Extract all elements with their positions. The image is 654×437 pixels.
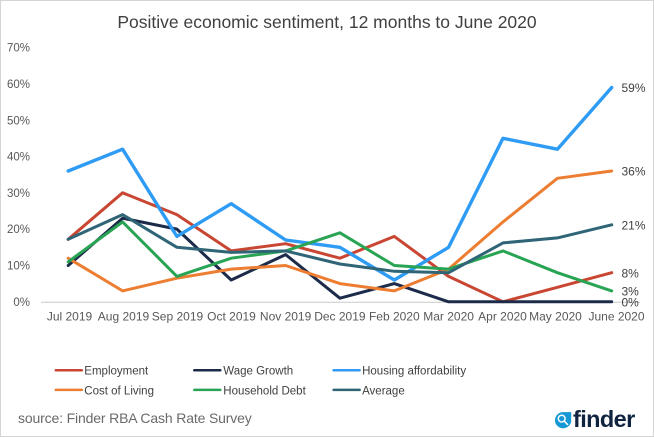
svg-text:10%: 10%: [7, 261, 30, 273]
svg-text:Employment: Employment: [84, 366, 149, 378]
svg-text:June 2020: June 2020: [588, 310, 644, 324]
svg-text:Oct 2019: Oct 2019: [207, 310, 256, 324]
svg-text:Jul 2019: Jul 2019: [47, 310, 93, 324]
svg-text:8%: 8%: [622, 266, 640, 280]
svg-text:20%: 20%: [7, 224, 30, 236]
svg-text:Average: Average: [362, 385, 405, 397]
svg-text:3%: 3%: [622, 285, 640, 299]
svg-text:Mar 2020: Mar 2020: [423, 310, 474, 324]
svg-text:Cost of Living: Cost of Living: [84, 385, 154, 397]
svg-text:50%: 50%: [7, 115, 30, 127]
svg-text:70%: 70%: [7, 43, 30, 55]
svg-text:21%: 21%: [622, 219, 646, 233]
svg-text:Apr 2020: Apr 2020: [478, 310, 527, 324]
svg-text:Wage Growth: Wage Growth: [223, 366, 293, 378]
svg-text:May 2020: May 2020: [529, 310, 582, 324]
svg-text:60%: 60%: [7, 79, 30, 91]
svg-text:40%: 40%: [7, 152, 30, 164]
svg-text:Sep 2019: Sep 2019: [152, 310, 204, 324]
svg-text:30%: 30%: [7, 188, 30, 200]
svg-text:0%: 0%: [622, 296, 640, 310]
svg-text:0%: 0%: [13, 297, 30, 309]
svg-text:Housing affordability: Housing affordability: [362, 366, 466, 378]
svg-text:Feb 2020: Feb 2020: [369, 310, 420, 324]
svg-text:Dec 2019: Dec 2019: [314, 310, 366, 324]
svg-text:Aug 2019: Aug 2019: [98, 310, 150, 324]
svg-text:Nov 2019: Nov 2019: [260, 310, 312, 324]
svg-text:36%: 36%: [622, 165, 646, 179]
svg-text:Household Debt: Household Debt: [223, 385, 306, 397]
svg-text:59%: 59%: [622, 81, 646, 95]
